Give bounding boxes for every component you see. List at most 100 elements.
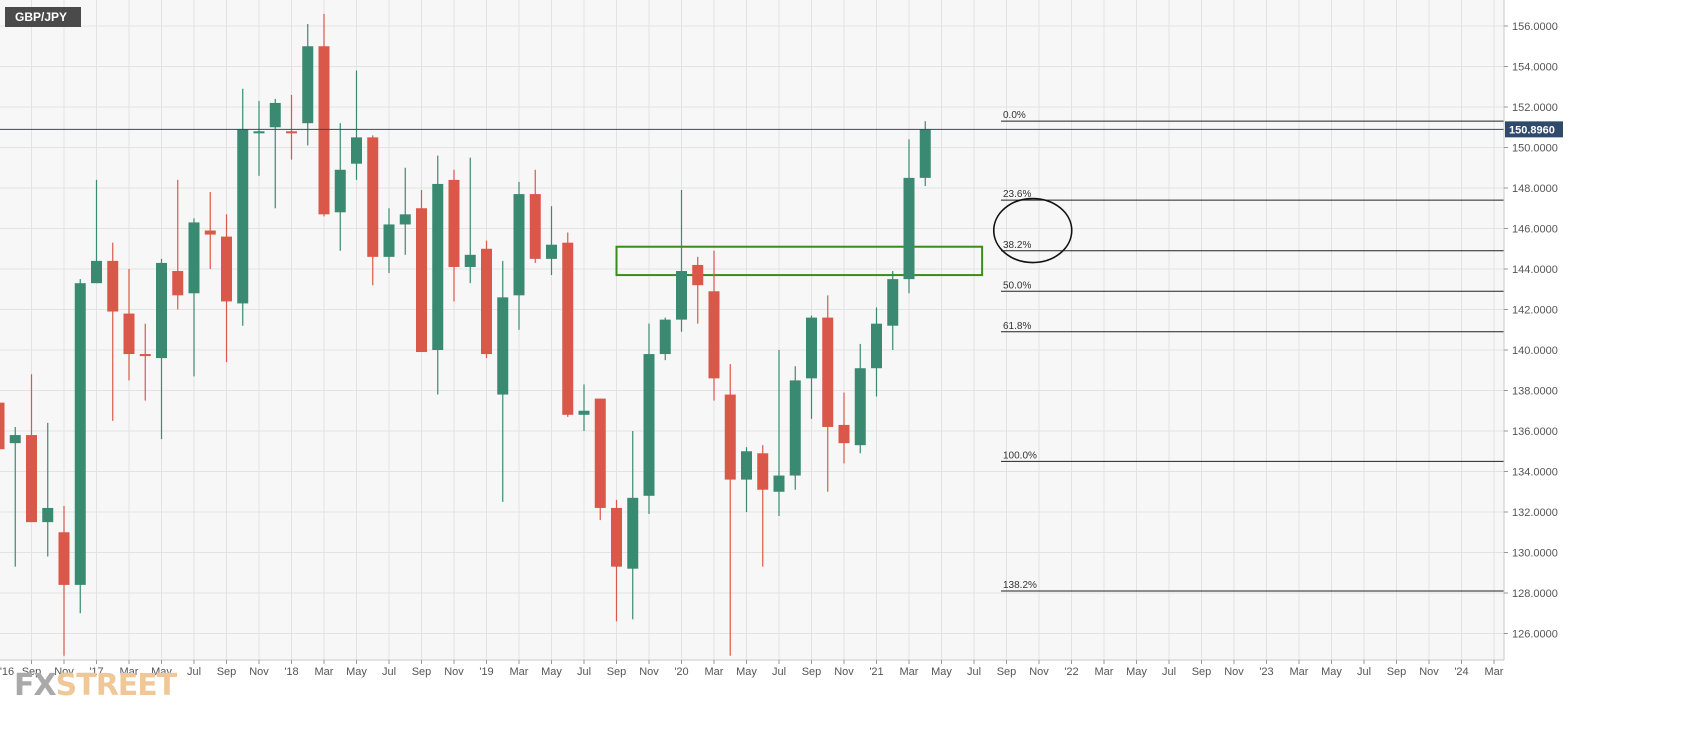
y-tick-label: 130.0000 [1512, 548, 1558, 560]
candle-body [627, 497, 639, 569]
candle-body [529, 194, 541, 259]
x-tick-label: Jul [577, 666, 591, 678]
x-tick-label: Mar [900, 666, 919, 678]
candle-body [123, 313, 135, 355]
candle-body [237, 129, 249, 304]
x-tick-label: Nov [249, 666, 269, 678]
candle-body [399, 214, 411, 225]
candle-body [773, 475, 785, 492]
x-tick-label: May [346, 666, 367, 678]
x-tick-label: Nov [1224, 666, 1244, 678]
x-tick-label: Sep [217, 666, 237, 678]
candle-body [318, 46, 330, 215]
candle-body [448, 179, 460, 267]
candle-body [58, 532, 70, 585]
fib-label: 38.2% [1003, 240, 1031, 251]
candle-body [676, 271, 687, 320]
candle-body [822, 317, 834, 427]
x-tick-label: Sep [607, 666, 627, 678]
x-tick-label: May [1321, 666, 1342, 678]
x-tick-label: May [1126, 666, 1147, 678]
logo-part-street: STREET [55, 668, 178, 703]
symbol-badge: GBP/JPY [5, 7, 81, 27]
x-tick-label: '20 [674, 666, 688, 678]
x-tick-label: Mar [1290, 666, 1309, 678]
x-tick-label: Nov [639, 666, 659, 678]
candle-body [708, 291, 720, 379]
y-tick-label: 142.0000 [1512, 305, 1558, 317]
candles [0, 13, 931, 656]
candle-body [302, 46, 314, 124]
logo-part-fx: FX [14, 668, 57, 703]
circle-annotation [992, 197, 1073, 264]
candle-body [757, 453, 769, 490]
candle-body [42, 507, 54, 523]
y-tick-label: 156.0000 [1512, 21, 1558, 33]
candle-body [903, 177, 915, 280]
candle-body [74, 283, 86, 585]
circle-ellipse [992, 197, 1073, 264]
x-tick-label: Mar [1485, 666, 1504, 678]
candle-body [26, 435, 37, 523]
candle-body [188, 222, 200, 294]
candle-body [546, 244, 557, 259]
x-tick-label: Sep [412, 666, 432, 678]
fib-label: 0.0% [1003, 110, 1026, 121]
current-price-tag [1505, 121, 1563, 138]
candle-body [724, 394, 736, 480]
candle-body [594, 398, 606, 508]
x-tick-label: '16 [0, 666, 14, 678]
candle-body [643, 354, 655, 496]
candle-body [578, 410, 590, 415]
fib-label: 61.8% [1003, 321, 1031, 332]
x-tick-label: Nov [444, 666, 464, 678]
x-tick-label: Nov [1419, 666, 1439, 678]
x-tick-label: Mar [705, 666, 724, 678]
candle-body [0, 402, 5, 450]
candle-body [334, 169, 346, 213]
candle-body [692, 264, 704, 286]
fib-label: 100.0% [1003, 450, 1037, 461]
x-tick-label: Sep [1192, 666, 1212, 678]
x-tick-label: '18 [284, 666, 298, 678]
candle-body [919, 129, 931, 178]
candle-body [367, 137, 379, 257]
candle-body [464, 254, 476, 267]
y-tick-label: 126.0000 [1512, 629, 1558, 641]
candle-body [269, 102, 281, 128]
candle-body [221, 236, 232, 302]
x-tick-label: May [736, 666, 757, 678]
candle-body [351, 137, 362, 164]
x-tick-label: Sep [22, 666, 42, 678]
x-tick-label: Mar [510, 666, 529, 678]
fib-label: 50.0% [1003, 280, 1031, 291]
y-tick-label: 152.0000 [1512, 102, 1558, 114]
fib-label: 23.6% [1003, 189, 1031, 200]
candle-body [156, 262, 167, 359]
candle-body [854, 368, 866, 446]
x-tick-label: Sep [1387, 666, 1407, 678]
candle-body [611, 507, 622, 567]
candle-body [806, 317, 817, 379]
fib-label: 138.2% [1003, 580, 1037, 591]
x-tick-label: Nov [1029, 666, 1049, 678]
x-tick-label: Jul [187, 666, 201, 678]
x-tick-label: Mar [1095, 666, 1114, 678]
x-tick-label: '22 [1064, 666, 1078, 678]
y-tick-label: 148.0000 [1512, 183, 1558, 195]
zone-rect [615, 245, 984, 277]
candle-body [9, 435, 21, 444]
x-tick-label: Jul [1162, 666, 1176, 678]
candle-body [91, 260, 102, 284]
y-tick-label: 132.0000 [1512, 507, 1558, 519]
y-tick-label: 144.0000 [1512, 264, 1558, 276]
candle-body [562, 242, 574, 415]
candle-body [497, 297, 509, 395]
fibonacci-levels: 0.0% 23.6% 38.2% 50.0% 61.8% 100.0% 138.2% [1001, 110, 1504, 592]
x-tick-label: Nov [54, 666, 74, 678]
candle-body [887, 279, 899, 326]
current-price-label: 150.8960 [1509, 124, 1555, 136]
y-tick-label: 128.0000 [1512, 588, 1558, 600]
y-tick-label: 140.0000 [1512, 345, 1558, 357]
fxstreet-logo: FXSTREET [14, 668, 178, 703]
